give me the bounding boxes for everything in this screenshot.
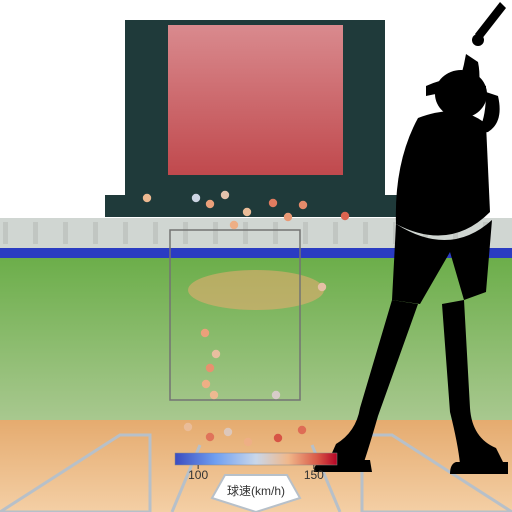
stadium-pillar [363,222,368,244]
pitch-marker [202,380,210,388]
pitch-marker [206,364,214,372]
stadium-pillar [153,222,158,244]
stadium-pillar [33,222,38,244]
stadium-pillar [213,222,218,244]
pitch-marker [184,423,192,431]
colorbar-label: 球速(km/h) [227,484,285,498]
pitch-marker [206,433,214,441]
pitchers-mound [188,270,324,310]
pitch-marker [274,434,282,442]
pitch-marker [143,194,151,202]
stadium-pillar [243,222,248,244]
stadium-pillar [183,222,188,244]
pitch-marker [318,283,326,291]
pitch-marker [284,213,292,221]
pitch-marker [201,329,209,337]
stadium-pillar [333,222,338,244]
colorbar-gradient [175,453,337,465]
pitch-marker [272,391,280,399]
stadium-pillar [93,222,98,244]
pitch-marker [298,426,306,434]
pitch-marker [210,391,218,399]
pitch-marker [224,428,232,436]
pitch-marker [269,199,277,207]
stadium-pillar [3,222,8,244]
pitch-marker [244,438,252,446]
pitch-marker [230,221,238,229]
pitch-marker [221,191,229,199]
pitch-marker [206,200,214,208]
stadium-pillar [273,222,278,244]
pitch-marker [341,212,349,220]
stadium-pillar [63,222,68,244]
pitch-marker [299,201,307,209]
stadium-pillar [123,222,128,244]
pitch-marker [212,350,220,358]
pitch-marker [243,208,251,216]
colorbar-tick-label: 150 [304,468,324,482]
colorbar-tick-label: 100 [188,468,208,482]
scoreboard-screen [168,25,343,175]
pitch-marker [192,194,200,202]
stadium-pillar [303,222,308,244]
